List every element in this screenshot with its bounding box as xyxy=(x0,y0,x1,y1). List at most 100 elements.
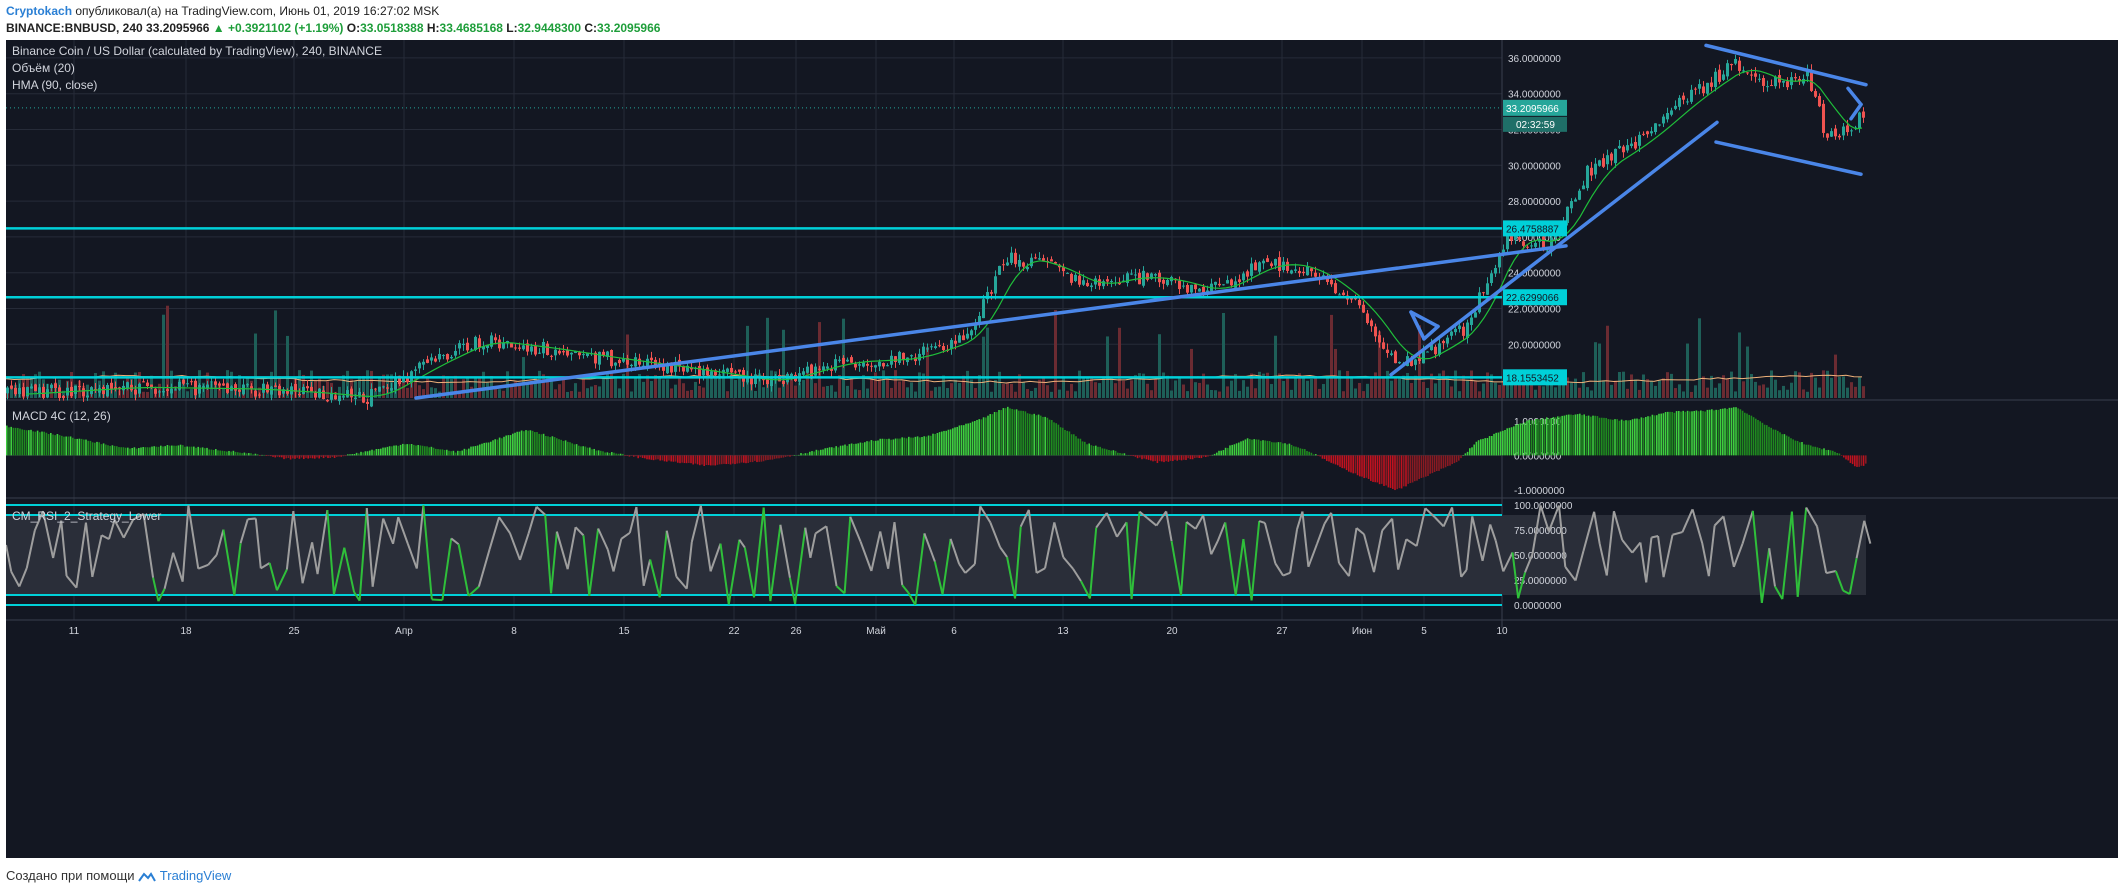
candle xyxy=(238,388,241,397)
macd-bar xyxy=(1418,455,1420,479)
candle xyxy=(1070,272,1073,286)
macd-bar xyxy=(61,435,63,456)
volume-bar xyxy=(1794,371,1797,398)
macd-bar xyxy=(149,447,151,456)
rsi-segment xyxy=(1539,505,1550,532)
macd-bar xyxy=(408,444,411,456)
volume-bar xyxy=(1386,370,1389,398)
candle-body xyxy=(518,347,521,349)
candle-body xyxy=(406,376,409,383)
chart-frame[interactable]: 20.0000000 22.0000000 24.0000000 26.0000000… xyxy=(5,40,2118,858)
candle xyxy=(1210,278,1213,293)
candle-body xyxy=(730,367,733,373)
candle-body xyxy=(562,351,565,353)
macd-bar xyxy=(617,453,620,456)
macd-bar xyxy=(131,448,133,456)
rsi-segment xyxy=(628,506,638,534)
macd-bar xyxy=(417,445,419,456)
volume-bar xyxy=(610,370,613,398)
candle-body xyxy=(702,370,705,376)
x-tick-label: 10 xyxy=(1496,626,1508,637)
macd-bar xyxy=(316,455,318,458)
candle-body xyxy=(202,386,205,388)
macd-bar xyxy=(1121,453,1123,456)
candle-body xyxy=(1606,155,1609,165)
macd-bar xyxy=(311,455,314,459)
candle-body xyxy=(638,358,641,365)
volume-bar xyxy=(254,333,257,398)
author-link[interactable]: Cryptokach xyxy=(6,4,73,18)
candle-body xyxy=(42,386,45,398)
macd-bar xyxy=(767,455,769,460)
volume-bar xyxy=(1130,380,1133,398)
candle-body xyxy=(146,382,149,387)
volume-bar xyxy=(858,390,861,398)
macd-bar xyxy=(1130,455,1132,456)
candle xyxy=(1590,161,1593,181)
macd-bar xyxy=(1070,434,1073,456)
macd-bar xyxy=(641,455,644,458)
rsi-segment xyxy=(1053,522,1065,558)
macd-bar xyxy=(890,439,892,456)
volume-bar xyxy=(238,375,241,398)
macd-bar xyxy=(188,446,191,456)
macd-bar xyxy=(1420,455,1423,478)
rsi-segment xyxy=(1701,542,1710,577)
macd-bar xyxy=(1781,434,1783,456)
macd-bar xyxy=(492,440,494,456)
macd-bar xyxy=(1510,427,1513,456)
rsi-segment xyxy=(222,529,236,596)
volume-bar xyxy=(1826,370,1829,398)
candle-body xyxy=(10,385,13,389)
rsi-segment xyxy=(52,520,63,559)
macd-bar xyxy=(1279,442,1282,456)
macd-bar xyxy=(932,433,934,456)
macd-bar xyxy=(1686,410,1689,456)
candle xyxy=(1258,261,1261,275)
macd-bar xyxy=(1576,414,1579,456)
macd-bar xyxy=(1865,455,1867,464)
macd-bar xyxy=(1801,442,1803,456)
macd-bar xyxy=(1843,455,1845,458)
chart-canvas[interactable]: 20.000000022.000000024.000000026.0000000… xyxy=(5,40,2118,858)
macd-bar xyxy=(1022,410,1024,456)
volume-bar xyxy=(1710,375,1713,398)
volume-bar xyxy=(270,371,273,398)
candle xyxy=(586,352,589,358)
macd-bar xyxy=(758,455,760,462)
macd-bar xyxy=(1042,416,1044,456)
x-tick-label: 8 xyxy=(511,626,517,637)
volume-bar xyxy=(1666,372,1669,398)
macd-bar xyxy=(234,451,237,456)
candle xyxy=(318,388,321,399)
candle xyxy=(1006,257,1009,267)
macd-bar xyxy=(336,455,338,457)
rsi-segment xyxy=(1582,511,1596,552)
macd-bar xyxy=(1554,417,1557,456)
macd-bar xyxy=(648,455,650,460)
macd-bar xyxy=(1253,439,1255,456)
macd-bar xyxy=(349,454,351,456)
candle xyxy=(1198,287,1201,292)
macd-bar xyxy=(1262,440,1264,456)
macd-bar xyxy=(212,449,215,456)
volume-bar xyxy=(1106,336,1109,398)
tradingview-logo-icon[interactable]: TradingView xyxy=(138,868,231,883)
volume-bar xyxy=(938,386,941,398)
y-tick-label: 22.0000000 xyxy=(1508,305,1561,316)
macd-bar xyxy=(1207,455,1209,457)
macd-bar xyxy=(740,455,743,463)
candle-body xyxy=(374,388,377,390)
rsi-segment xyxy=(1263,522,1277,564)
candle-body xyxy=(1434,346,1437,355)
candle-body xyxy=(1134,274,1137,276)
macd-bar xyxy=(146,447,149,456)
candle xyxy=(22,382,25,400)
macd-bar xyxy=(1242,440,1244,456)
candle xyxy=(450,354,453,360)
rsi-segment xyxy=(1442,506,1453,527)
candle-body xyxy=(698,365,701,378)
macd-bar xyxy=(683,455,686,464)
macd-bar xyxy=(393,445,395,456)
candle-body xyxy=(478,338,481,348)
